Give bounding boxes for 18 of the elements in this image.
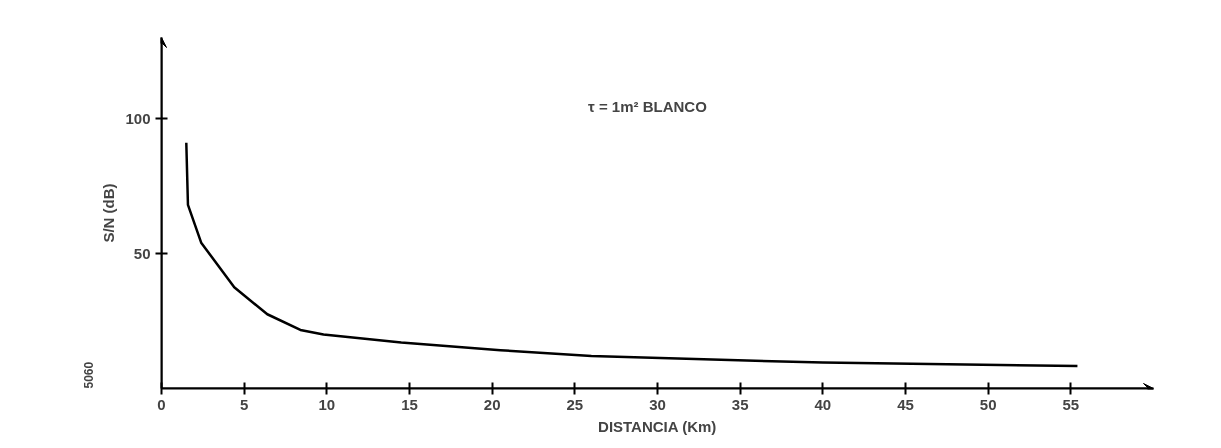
text: 5060 bbox=[81, 361, 96, 389]
x-tick-label: 55 bbox=[1062, 395, 1080, 413]
x-axis-title: DISTANCIA (Km) bbox=[598, 417, 717, 435]
x-tick-label: 45 bbox=[897, 395, 914, 413]
annotation: τ = 1m² BLANCO bbox=[588, 97, 708, 115]
x-tick-label: 0 bbox=[157, 395, 166, 413]
line-series bbox=[185, 141, 1079, 368]
x-tick-label: 25 bbox=[566, 395, 584, 413]
x-tick-label: 10 bbox=[318, 395, 336, 413]
x-tick-label: 30 bbox=[649, 395, 666, 413]
x-tick-label: 50 bbox=[979, 395, 997, 413]
x-tick-label: 35 bbox=[731, 395, 749, 413]
x-tick-label: 40 bbox=[814, 395, 832, 413]
x-tick-label: 15 bbox=[401, 395, 418, 413]
y-tick-label: 100 bbox=[125, 109, 151, 127]
x-tick-label: 5 bbox=[240, 395, 249, 413]
x-tick-label: 20 bbox=[483, 395, 501, 413]
y-axis-title: S/N (dB) bbox=[100, 183, 118, 243]
